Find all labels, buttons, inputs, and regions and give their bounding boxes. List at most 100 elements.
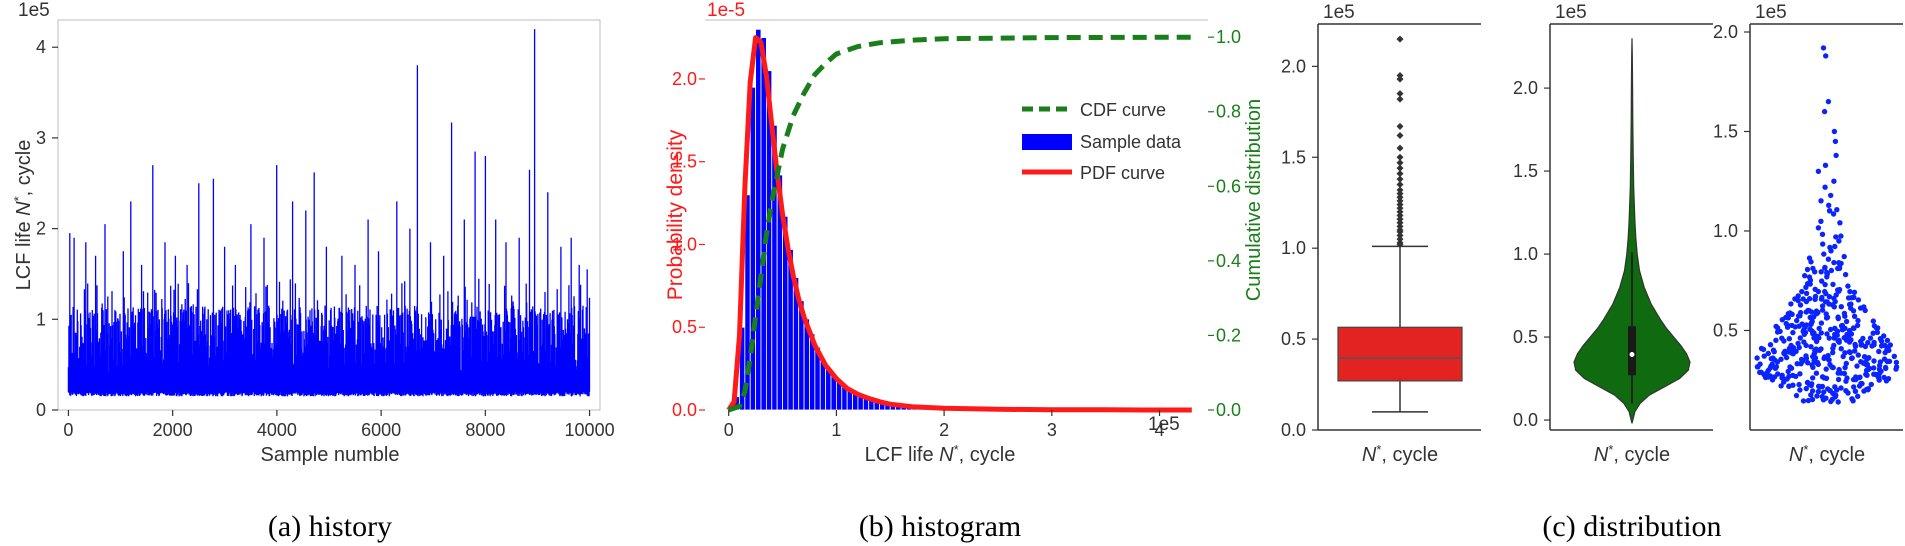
swarm-point <box>1787 310 1793 316</box>
swarm-point <box>1810 265 1816 272</box>
swarm-point <box>1796 381 1802 388</box>
swarm-point <box>1865 366 1872 373</box>
swarm-point <box>1829 364 1835 370</box>
histogram-xtick-label: 1 <box>831 420 841 440</box>
swarm-point <box>1885 344 1891 351</box>
cdf-ytick-label: 0.0 <box>1216 400 1241 420</box>
swarm-point <box>1858 359 1864 365</box>
swarm-point <box>1865 339 1871 346</box>
swarm-point <box>1841 253 1847 260</box>
histogram-ylabel-right: Cumulative distribution <box>1243 99 1265 301</box>
swarm-point <box>1754 355 1760 361</box>
swarm-point <box>1826 202 1832 208</box>
swarm-point <box>1816 325 1822 332</box>
swarm-point <box>1779 335 1785 341</box>
swarm-point <box>1797 371 1803 377</box>
swarm-point <box>1851 313 1858 319</box>
histogram-yscale-label: 1e-5 <box>707 0 745 21</box>
swarm-point <box>1821 389 1827 395</box>
box-outlier <box>1396 219 1404 227</box>
swarm-point <box>1818 330 1825 336</box>
swarm-point <box>1788 365 1795 371</box>
violin-panel: 0.0 0.5 1.0 1.5 2.0 1e5 N*, cycle (c) distri… <box>1513 2 1722 543</box>
caption-b: (b) histogram <box>859 510 1021 543</box>
swarm-point <box>1857 374 1863 380</box>
histogram-ytick-label: 1.0 <box>672 234 697 254</box>
box-outlier <box>1396 75 1404 83</box>
swarm-point <box>1831 178 1837 184</box>
swarm-point <box>1826 335 1832 341</box>
caption-c: (c) distribution <box>1542 510 1721 543</box>
boxplot-ytick-label: 0.5 <box>1281 329 1306 349</box>
swarm-point <box>1773 337 1779 343</box>
swarm-point <box>1825 256 1832 262</box>
swarm-point <box>1867 335 1874 341</box>
swarm-point <box>1797 335 1804 341</box>
swarm-point <box>1788 342 1794 349</box>
swarm-point <box>1851 384 1857 390</box>
swarm-point <box>1871 358 1877 364</box>
swarm-point <box>1866 355 1872 361</box>
swarm-point <box>1855 297 1862 303</box>
swarm-point <box>1831 259 1837 266</box>
swarm-point <box>1854 322 1861 329</box>
swarm-point <box>1801 339 1807 345</box>
history-axes: 0 2000 4000 6000 8000 10000 0 1 2 3 4 <box>36 37 615 440</box>
histogram-bars-group <box>728 28 929 411</box>
swarm-point <box>1790 382 1796 388</box>
swarm-point <box>1834 387 1840 393</box>
swarm-point <box>1833 152 1839 159</box>
swarm-point <box>1820 241 1826 247</box>
swarm-point <box>1785 368 1791 375</box>
swarm-point <box>1822 281 1828 288</box>
swarm-point <box>1852 348 1858 354</box>
swarm-xlabel: N*, cycle <box>1789 442 1865 467</box>
swarm-point <box>1831 128 1838 135</box>
swarm-group <box>1754 45 1900 405</box>
swarm-point <box>1855 393 1861 399</box>
box-iqr <box>1337 326 1463 382</box>
swarm-point <box>1852 388 1859 394</box>
swarm-point <box>1795 313 1802 319</box>
boxplot-group <box>1337 35 1463 413</box>
swarm-point <box>1891 353 1898 359</box>
swarm-point <box>1838 346 1844 352</box>
histogram-ytick-label: 0.5 <box>672 317 697 337</box>
swarm-point <box>1835 314 1841 320</box>
box-outlier <box>1396 164 1404 172</box>
swarm-point <box>1813 346 1819 352</box>
violin-median <box>1629 351 1635 357</box>
violin-xlabel: N*, cycle <box>1594 442 1670 467</box>
violin-ytick-label: 0.5 <box>1513 327 1538 347</box>
swarm-point <box>1830 211 1837 217</box>
swarm-point <box>1861 388 1867 394</box>
swarm-point <box>1781 379 1787 385</box>
swarm-point <box>1797 302 1804 308</box>
swarm-point <box>1815 388 1822 395</box>
history-ylabel: LCF life N*, cycle <box>11 140 36 291</box>
swarm-point <box>1773 323 1779 330</box>
swarm-axes: 0.5 1.0 1.5 2.0 <box>1713 22 1750 340</box>
swarm-point <box>1818 320 1825 326</box>
swarm-point <box>1796 323 1802 329</box>
pdf-curve <box>726 35 1192 413</box>
swarm-point <box>1830 281 1836 288</box>
swarm-point <box>1822 265 1828 271</box>
swarm-point <box>1842 313 1848 319</box>
swarm-point <box>1832 138 1839 145</box>
swarm-point <box>1755 364 1761 370</box>
swarm-point <box>1769 377 1776 383</box>
violin-axes: 0.0 0.5 1.0 1.5 2.0 <box>1513 78 1550 430</box>
box-outlier <box>1396 170 1404 178</box>
swarm-point <box>1825 98 1832 105</box>
box-outlier <box>1396 204 1404 212</box>
histogram-xlabel: LCF life N*, cycle <box>865 442 1016 467</box>
swarm-point <box>1790 372 1796 379</box>
swarm-point <box>1815 168 1822 174</box>
swarm-point <box>1819 303 1826 309</box>
swarm-point <box>1847 288 1853 295</box>
swarm-point <box>1785 315 1792 321</box>
swarm-point <box>1804 266 1811 273</box>
swarm-point <box>1848 355 1855 362</box>
swarm-point <box>1827 326 1834 333</box>
